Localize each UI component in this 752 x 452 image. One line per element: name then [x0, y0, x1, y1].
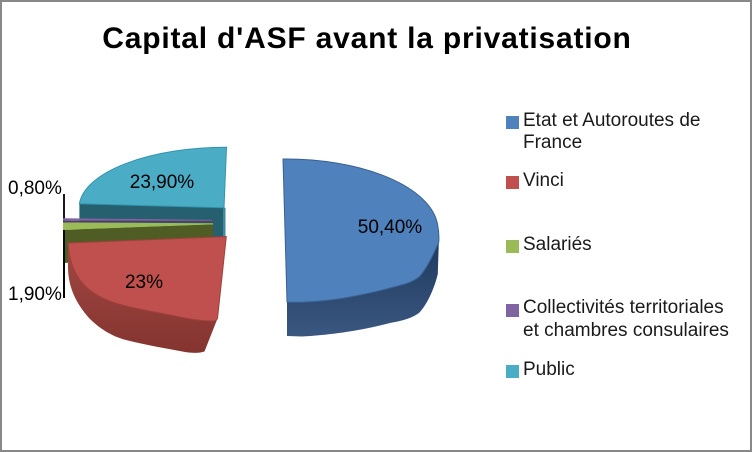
svg-text:0,80%: 0,80%	[8, 178, 62, 199]
svg-text:50,40%: 50,40%	[358, 217, 423, 238]
svg-text:23%: 23%	[125, 272, 163, 293]
svg-text:23,90%: 23,90%	[130, 172, 195, 193]
svg-text:1,90%: 1,90%	[8, 284, 62, 305]
